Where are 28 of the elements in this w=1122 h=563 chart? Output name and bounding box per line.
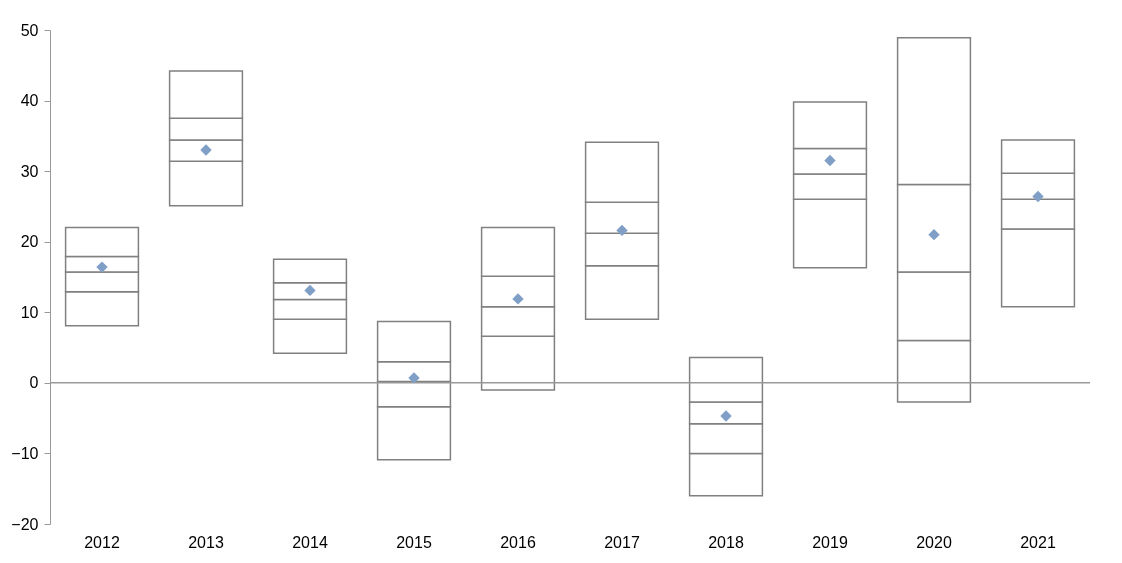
x-tick-label: 2015 xyxy=(396,533,432,551)
y-tick-label: −10 xyxy=(11,444,39,462)
x-tick-label: 2012 xyxy=(84,533,120,551)
x-tick-label: 2020 xyxy=(916,533,952,551)
x-tick-label: 2016 xyxy=(500,533,536,551)
point xyxy=(720,410,732,422)
point xyxy=(408,372,420,384)
point xyxy=(616,224,628,237)
y-tick-label: 30 xyxy=(20,162,39,180)
point xyxy=(200,144,212,156)
x-tick-label: 2014 xyxy=(292,533,328,551)
x-tick-label: 2017 xyxy=(604,533,640,551)
x-tick-label: 2021 xyxy=(1020,533,1056,551)
x-tick-label: 2019 xyxy=(812,533,848,551)
y-tick-label: 20 xyxy=(20,233,39,251)
point xyxy=(824,154,836,167)
y-tick-label: 10 xyxy=(20,303,39,321)
x-tick-label: 2013 xyxy=(188,533,224,551)
y-tick-label: −20 xyxy=(11,515,39,533)
y-tick-label: 0 xyxy=(29,374,39,392)
point xyxy=(304,284,316,297)
point xyxy=(96,261,108,273)
point xyxy=(1032,190,1044,203)
point xyxy=(928,228,940,241)
x-tick-label: 2018 xyxy=(708,533,744,551)
y-tick-label: 50 xyxy=(20,21,39,39)
point xyxy=(512,293,524,305)
y-tick-label: 40 xyxy=(20,92,39,110)
